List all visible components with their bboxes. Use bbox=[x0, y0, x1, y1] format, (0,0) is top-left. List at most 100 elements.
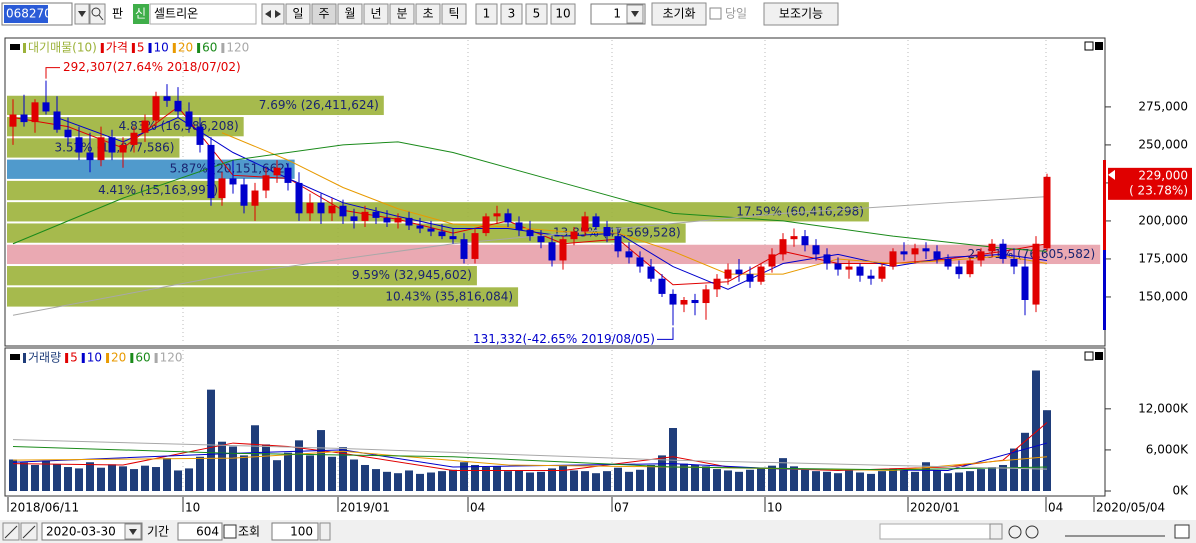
volume-bar bbox=[724, 470, 732, 491]
query-icon[interactable] bbox=[223, 524, 237, 539]
candle-body bbox=[251, 190, 259, 206]
volume-bar bbox=[240, 455, 248, 491]
spin-button[interactable] bbox=[319, 522, 331, 541]
moving-average bbox=[12, 196, 1048, 316]
panel-max-icon[interactable] bbox=[1084, 41, 1094, 51]
period-button[interactable] bbox=[311, 3, 337, 25]
axes: 2018/06/11 10 2019/01 04 07 10 2020/01 04 2020/0… bbox=[7, 41, 1192, 515]
legend-swatch bbox=[148, 43, 152, 53]
panel-close-icon[interactable] bbox=[1095, 42, 1103, 50]
candle-body bbox=[757, 266, 765, 282]
layout-icon[interactable] bbox=[1174, 524, 1190, 539]
volume-bar bbox=[570, 470, 578, 491]
supply-band-label: 10.43% (35,816,084) bbox=[385, 289, 513, 303]
volume-bar bbox=[658, 455, 666, 491]
zoom-in[interactable] bbox=[1025, 525, 1039, 539]
legend-label: 120 bbox=[160, 351, 183, 365]
date-combo[interactable] bbox=[41, 522, 143, 541]
volume-bar bbox=[394, 473, 402, 491]
candle-body bbox=[350, 216, 358, 221]
moving-average bbox=[12, 450, 1048, 471]
volume-bar bbox=[493, 466, 501, 491]
reset-button[interactable] bbox=[651, 2, 707, 26]
volume-bar bbox=[64, 467, 72, 491]
moving-average bbox=[221, 132, 1048, 275]
volume-bar bbox=[625, 471, 633, 491]
legend-swatch bbox=[65, 353, 69, 363]
candle-body bbox=[361, 211, 369, 221]
x-tick-label: 04 bbox=[470, 501, 485, 515]
panel-max-icon[interactable] bbox=[1084, 351, 1094, 361]
scrollbar[interactable] bbox=[879, 523, 993, 540]
candle-body bbox=[1021, 266, 1029, 300]
candle-body bbox=[152, 96, 160, 121]
volume-bar bbox=[966, 471, 974, 491]
volume-bar bbox=[372, 469, 380, 491]
legend-swatch bbox=[154, 353, 158, 363]
multiplier-button[interactable] bbox=[525, 3, 548, 25]
candle-body bbox=[713, 278, 721, 290]
legend-label: 거래량 bbox=[28, 351, 61, 365]
legend-swatch bbox=[221, 43, 225, 53]
candle-body bbox=[680, 299, 688, 305]
moving-average bbox=[12, 141, 1048, 252]
aux-button[interactable] bbox=[763, 2, 839, 26]
zoom-out[interactable] bbox=[1008, 525, 1022, 539]
period-button[interactable] bbox=[415, 3, 441, 25]
volume-bar bbox=[416, 473, 424, 491]
volume-bar bbox=[856, 472, 864, 491]
candle-body bbox=[218, 178, 226, 199]
today-checkbox[interactable] bbox=[709, 7, 722, 20]
volume-bar bbox=[636, 469, 644, 491]
candle-body bbox=[801, 236, 809, 246]
period-button[interactable] bbox=[441, 3, 467, 25]
multiplier-button[interactable] bbox=[500, 3, 523, 25]
volume-bar bbox=[218, 441, 226, 491]
multiplier-button[interactable] bbox=[475, 3, 498, 25]
candle-body bbox=[64, 129, 72, 138]
period-button[interactable] bbox=[285, 3, 311, 25]
volume-bar bbox=[328, 456, 336, 491]
period-button[interactable] bbox=[363, 3, 389, 25]
legend-swatch bbox=[130, 353, 134, 363]
stock-name: 셀트리온 bbox=[154, 7, 198, 21]
candle-body bbox=[405, 217, 413, 226]
new-badge: 신 bbox=[135, 7, 146, 21]
volume-bar bbox=[548, 468, 556, 491]
legend-swatch bbox=[106, 353, 110, 363]
y-tick-label: 6,000K bbox=[1146, 442, 1189, 456]
legend-label: 10 bbox=[87, 351, 102, 365]
candle-body bbox=[306, 202, 314, 214]
period-label: 년 bbox=[370, 7, 381, 21]
candle-body bbox=[372, 211, 380, 218]
candle-body bbox=[625, 251, 633, 258]
candle-body bbox=[163, 96, 171, 101]
candle-body bbox=[878, 266, 886, 279]
period-button[interactable] bbox=[389, 3, 415, 25]
panel-close-icon[interactable] bbox=[1095, 352, 1103, 360]
candle-body bbox=[845, 266, 853, 270]
volume-bar bbox=[867, 473, 875, 491]
multiplier-button[interactable] bbox=[550, 3, 576, 25]
x-tick-label: 04 bbox=[1048, 501, 1063, 515]
candle-body bbox=[449, 236, 457, 240]
volume-bar bbox=[262, 444, 270, 491]
multiplier-label: 5 bbox=[533, 7, 541, 21]
period-box[interactable] bbox=[177, 522, 223, 541]
count-box[interactable] bbox=[271, 522, 319, 541]
candle-body bbox=[999, 243, 1007, 259]
volume-bar bbox=[878, 471, 886, 491]
legend-label: 60 bbox=[135, 351, 150, 365]
code-selection bbox=[4, 5, 48, 23]
y-tick-label: 175,000 bbox=[1138, 251, 1188, 265]
prev-next-button[interactable] bbox=[261, 3, 285, 25]
scroll-right[interactable] bbox=[989, 523, 1003, 540]
search-icon bbox=[91, 7, 101, 17]
period-button[interactable] bbox=[337, 3, 363, 25]
candle-body bbox=[977, 251, 985, 261]
candle-body bbox=[416, 225, 424, 229]
volume-bar bbox=[526, 472, 534, 491]
volume-bar bbox=[603, 471, 611, 491]
